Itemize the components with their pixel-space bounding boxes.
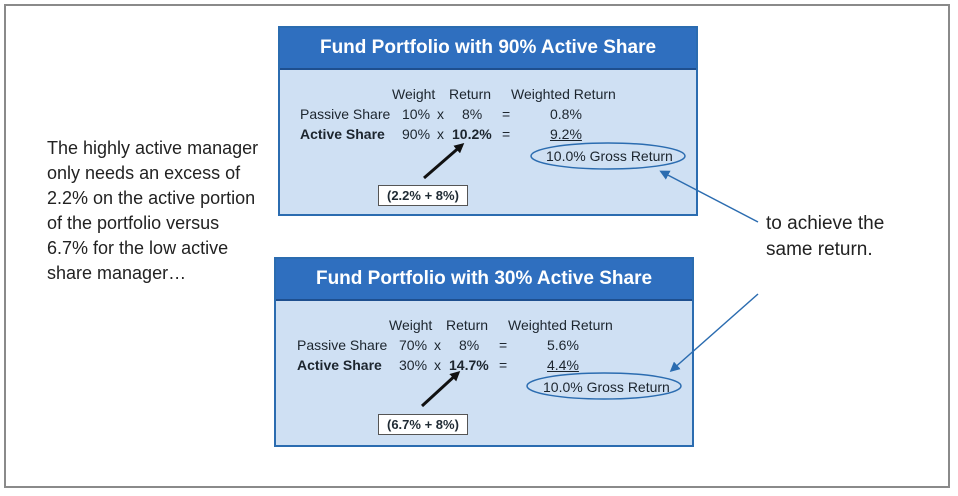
- active-return: 14.7%: [449, 357, 489, 373]
- header-weighted-return: Weighted Return: [508, 317, 613, 333]
- passive-eq: =: [502, 106, 511, 122]
- gross-return: 10.0% Gross Return: [543, 379, 670, 395]
- passive-weight: 70%: [399, 337, 428, 353]
- header-weight: Weight: [389, 317, 433, 333]
- gross-return-ellipse-bottom: [526, 372, 682, 400]
- active-op: x: [437, 126, 444, 142]
- passive-label: Passive Share: [297, 337, 388, 353]
- portfolio-table: Weight Return Weighted Return Passive Sh…: [276, 317, 696, 437]
- excess-calculation-box: (6.7% + 8%): [378, 414, 468, 435]
- passive-op: x: [434, 337, 441, 353]
- header-return: Return: [449, 86, 492, 102]
- active-label: Active Share: [300, 126, 385, 142]
- active-return: 10.2%: [452, 126, 492, 142]
- header-weighted-return: Weighted Return: [511, 86, 616, 102]
- passive-op: x: [437, 106, 444, 122]
- active-op: x: [434, 357, 441, 373]
- right-explanation-text: to achieve the same return.: [766, 213, 885, 260]
- passive-label: Passive Share: [300, 106, 391, 122]
- arrow-to-active-return-bottom: [420, 370, 461, 408]
- excess-calculation-box: (2.2% + 8%): [378, 185, 468, 206]
- arrow-to-active-return-top: [423, 143, 465, 180]
- arrow-to-gross-bottom: [669, 293, 759, 372]
- gross-return: 10.0% Gross Return: [546, 148, 673, 164]
- passive-weighted: 0.8%: [550, 106, 582, 122]
- active-weight: 30%: [399, 357, 428, 373]
- active-weighted: 9.2%: [550, 126, 582, 142]
- portfolio-table: Weight Return Weighted Return Passive Sh…: [280, 86, 700, 206]
- arrow-to-gross-top: [659, 170, 759, 223]
- active-eq: =: [499, 357, 508, 373]
- passive-eq: =: [499, 337, 508, 353]
- panel-title: Fund Portfolio with 30% Active Share: [276, 259, 692, 301]
- active-weighted: 4.4%: [547, 357, 579, 373]
- passive-weighted: 5.6%: [547, 337, 579, 353]
- header-weight: Weight: [392, 86, 436, 102]
- header-return: Return: [446, 317, 489, 333]
- active-weight: 90%: [402, 126, 431, 142]
- active-eq: =: [502, 126, 511, 142]
- active-label: Active Share: [297, 357, 382, 373]
- passive-weight: 10%: [402, 106, 431, 122]
- panel-title: Fund Portfolio with 90% Active Share: [280, 28, 696, 70]
- panel-30-active-share: Fund Portfolio with 30% Active Share Wei…: [274, 257, 694, 447]
- gross-return-ellipse-top: [530, 142, 686, 170]
- passive-return: 8%: [462, 106, 483, 122]
- passive-return: 8%: [459, 337, 480, 353]
- panel-90-active-share: Fund Portfolio with 90% Active Share Wei…: [278, 26, 698, 216]
- left-explanation-text: The highly active manager only needs an …: [47, 138, 259, 283]
